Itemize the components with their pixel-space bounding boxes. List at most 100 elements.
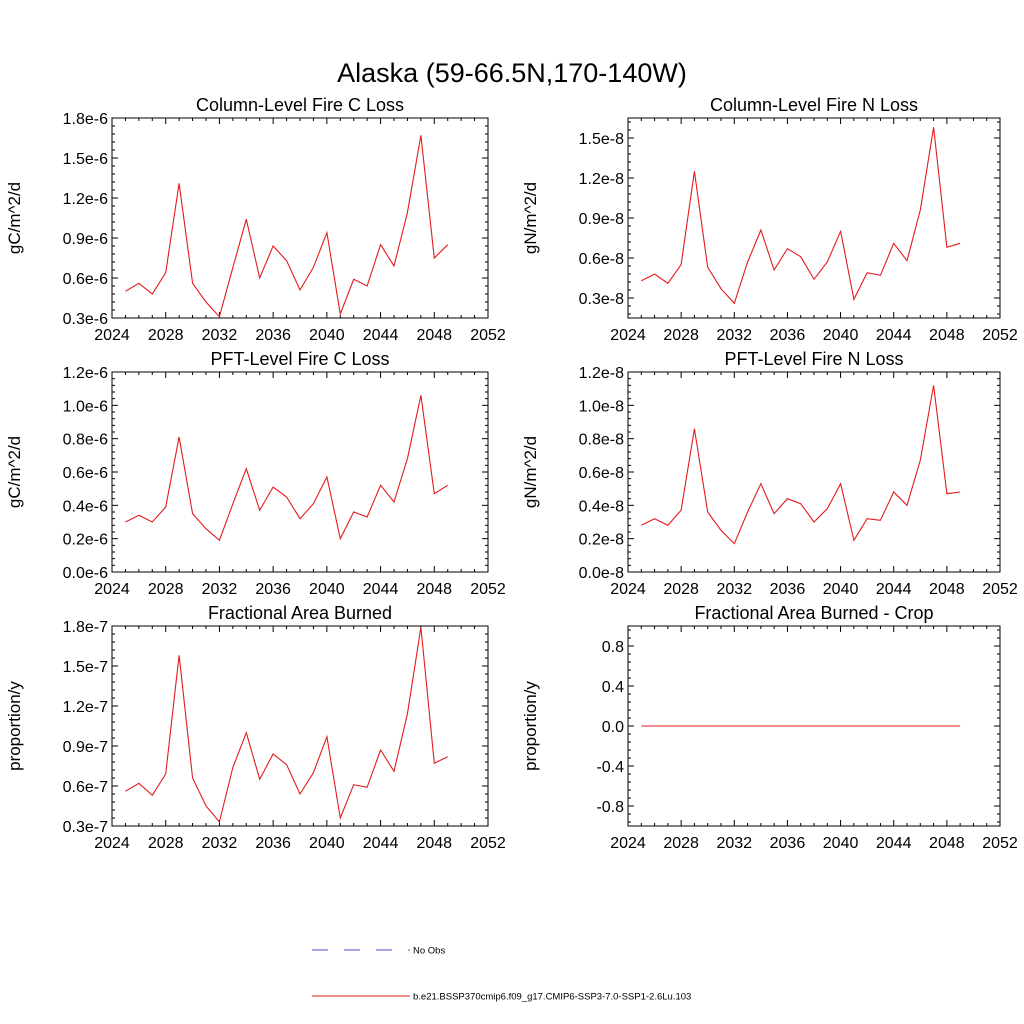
y-tick-label: 0.8 [602, 639, 624, 656]
panel-title: Column-Level Fire N Loss [710, 95, 918, 115]
x-tick-label: 2028 [148, 581, 184, 598]
y-tick-label: 0.2e-8 [579, 532, 624, 549]
x-tick-label: 2032 [716, 327, 752, 344]
x-tick-label: 2052 [470, 327, 506, 344]
y-tick-label: -0.8 [596, 799, 624, 816]
legend-label-1: No Obs [413, 946, 445, 957]
x-tick-label: 2044 [876, 581, 912, 598]
x-tick-label: 2040 [309, 327, 345, 344]
chart-panel-1: Column-Level Fire C Loss gC/m^2/d 2024 2028… [5, 95, 506, 344]
series-line [125, 627, 448, 824]
x-tick-label: 2028 [148, 327, 184, 344]
x-tick-label: 2044 [363, 327, 399, 344]
x-tick-label: 2028 [663, 835, 699, 852]
y-tick-label: 0.3e-6 [63, 311, 108, 328]
y-tick-label: 1.8e-6 [63, 111, 108, 128]
x-tick-label: 2032 [716, 835, 752, 852]
panel-title: PFT-Level Fire C Loss [210, 349, 389, 369]
y-tick-label: 0.2e-6 [63, 532, 108, 549]
series-line [641, 127, 961, 305]
y-tick-label: 1.0e-8 [579, 398, 624, 415]
chart-panel-5: Fractional Area Burned proportion/y 2024 20… [5, 603, 506, 852]
x-tick-label: 2024 [94, 327, 130, 344]
x-tick-label: 2048 [416, 327, 452, 344]
x-tick-label: 2036 [255, 835, 291, 852]
y-axis-label: proportion/y [5, 681, 24, 771]
chart-panel-2: Column-Level Fire N Loss gN/m^2/d 2024 2028… [521, 95, 1018, 344]
y-tick-label: 0.4e-8 [579, 498, 624, 515]
x-tick-label: 2040 [823, 835, 859, 852]
x-tick-label: 2044 [876, 835, 912, 852]
y-tick-label: -0.4 [596, 759, 624, 776]
figure-title: Alaska (59-66.5N,170-140W) [337, 58, 687, 88]
x-tick-label: 2044 [363, 835, 399, 852]
y-tick-label: 1.2e-6 [63, 191, 108, 208]
y-axis-label: proportion/y [521, 681, 540, 771]
y-axis-label: gC/m^2/d [5, 436, 24, 508]
series-line [125, 395, 448, 542]
y-tick-label: 0.0e-6 [63, 565, 108, 582]
x-tick-label: 2048 [929, 327, 965, 344]
y-tick-label: 0.3e-8 [579, 291, 624, 308]
y-tick-label: 0.9e-7 [63, 739, 108, 756]
y-tick-label: 0.6e-8 [579, 465, 624, 482]
y-tick-label: 0.6e-6 [63, 271, 108, 288]
y-tick-label: 0.0e-8 [579, 565, 624, 582]
x-tick-label: 2032 [202, 327, 238, 344]
x-tick-label: 2040 [309, 581, 345, 598]
x-tick-label: 2040 [823, 581, 859, 598]
x-tick-label: 2052 [982, 327, 1018, 344]
y-tick-label: 1.2e-8 [579, 171, 624, 188]
x-tick-label: 2044 [363, 581, 399, 598]
y-tick-label: 1.5e-8 [579, 131, 624, 148]
y-tick-label: 0.8e-8 [579, 432, 624, 449]
plot-frame [111, 625, 489, 827]
y-tick-label: 0.4e-6 [63, 498, 108, 515]
y-tick-label: 1.0e-6 [63, 398, 108, 415]
y-axis-label: gN/m^2/d [521, 182, 540, 254]
chart-panel-4: PFT-Level Fire N Loss gN/m^2/d 2024 2028 203… [521, 349, 1018, 598]
x-tick-label: 2024 [610, 835, 646, 852]
x-tick-label: 2048 [416, 581, 452, 598]
y-tick-label: 0.6e-8 [579, 251, 624, 268]
x-tick-label: 2024 [610, 327, 646, 344]
x-tick-label: 2032 [202, 581, 238, 598]
y-axis-label: gN/m^2/d [521, 436, 540, 508]
chart-panel-3: PFT-Level Fire C Loss gC/m^2/d 2024 2028 203… [5, 349, 506, 598]
x-tick-label: 2036 [770, 327, 806, 344]
panel-title: PFT-Level Fire N Loss [724, 349, 903, 369]
x-tick-label: 2048 [416, 835, 452, 852]
legend: No Obs b.e21.BSSP370cmip6.f09_g17.CMIP6-S… [312, 946, 691, 1003]
y-tick-label: 0.8e-6 [63, 432, 108, 449]
x-tick-label: 2036 [770, 581, 806, 598]
x-tick-label: 2024 [94, 581, 130, 598]
x-tick-label: 2036 [770, 835, 806, 852]
chart-panel-6: Fractional Area Burned - Crop proportion/… [521, 603, 1018, 852]
x-tick-label: 2052 [982, 835, 1018, 852]
x-tick-label: 2024 [94, 835, 130, 852]
x-tick-label: 2032 [202, 835, 238, 852]
y-tick-label: 0.9e-8 [579, 211, 624, 228]
series-line [125, 135, 449, 318]
x-tick-label: 2028 [663, 327, 699, 344]
x-tick-label: 2052 [470, 581, 506, 598]
x-tick-label: 2036 [255, 581, 291, 598]
x-tick-label: 2048 [929, 835, 965, 852]
y-axis-label: gC/m^2/d [5, 182, 24, 254]
y-tick-label: 0.6e-6 [63, 465, 108, 482]
x-tick-label: 2028 [663, 581, 699, 598]
y-tick-label: 0.0 [602, 719, 624, 736]
x-tick-label: 2040 [823, 327, 859, 344]
panel-title: Fractional Area Burned - Crop [694, 603, 933, 623]
chart-panels: Column-Level Fire C Loss gC/m^2/d 2024 2028… [5, 95, 1018, 852]
x-tick-label: 2044 [876, 327, 912, 344]
x-tick-label: 2048 [929, 581, 965, 598]
panel-title: Fractional Area Burned [208, 603, 392, 623]
y-tick-label: 0.3e-7 [63, 819, 108, 836]
x-tick-label: 2052 [982, 581, 1018, 598]
y-tick-label: 1.2e-7 [63, 699, 108, 716]
x-tick-label: 2040 [309, 835, 345, 852]
y-tick-label: 0.9e-6 [63, 231, 108, 248]
y-tick-label: 0.4 [602, 679, 624, 696]
